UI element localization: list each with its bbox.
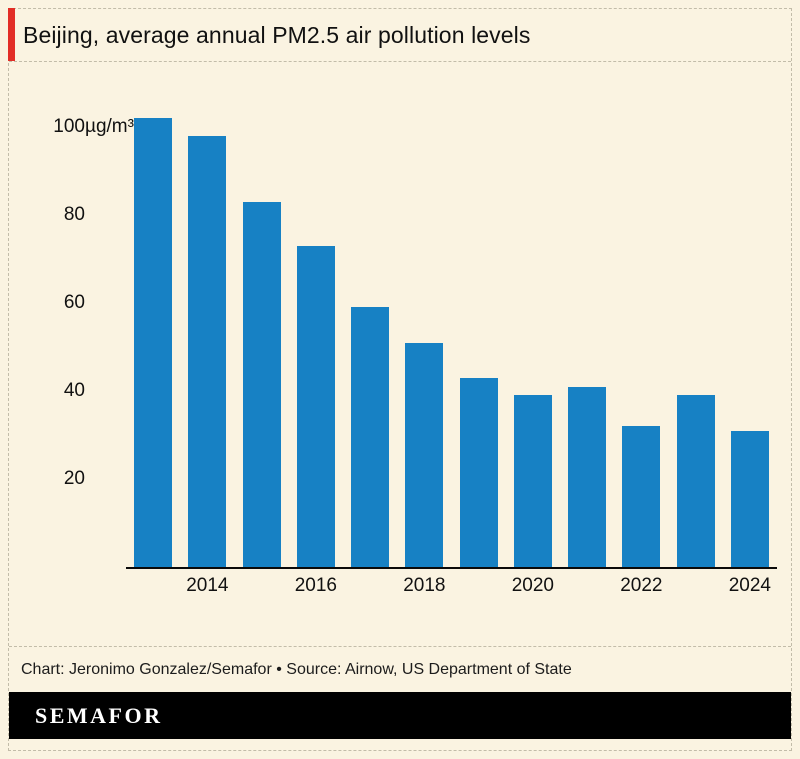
chart-credit: Chart: Jeronimo Gonzalez/Semafor • Sourc… <box>21 660 572 678</box>
bar-2022 <box>622 426 661 567</box>
credit-row: Chart: Jeronimo Gonzalez/Semafor • Sourc… <box>9 646 791 692</box>
bar-2024 <box>730 431 769 567</box>
bar-2021 <box>568 387 607 567</box>
y-axis-labels: 100 µg/m³ 80 60 40 20 <box>9 62 134 646</box>
bar-2015 <box>242 202 281 567</box>
red-accent-bar <box>8 8 15 61</box>
bar-2017 <box>351 307 390 567</box>
x-tick-2014: 2014 <box>186 575 229 596</box>
y-tick-20: 20 <box>21 467 85 491</box>
y-tick-value: 40 <box>63 380 85 401</box>
y-tick-value: 20 <box>63 468 85 489</box>
y-tick-40: 40 <box>21 379 85 403</box>
y-tick-value: 100 <box>53 116 85 137</box>
x-tick-2020: 2020 <box>511 575 555 596</box>
bar-2023 <box>676 395 715 567</box>
bar-2014 <box>188 136 227 567</box>
semafor-wordmark: SEMAFOR <box>35 702 163 728</box>
x-tick-2016: 2016 <box>294 575 338 596</box>
bar-2018 <box>405 343 444 567</box>
card-frame: Beijing, average annual PM2.5 air pollut… <box>8 8 792 751</box>
y-tick-60: 60 <box>21 291 85 315</box>
y-tick-100: 100 µg/m³ <box>21 115 134 139</box>
bar-2013 <box>134 118 173 567</box>
bar-chart: 100 µg/m³ 80 60 40 20 2014 2016 2018 2020 2022 202… <box>9 62 791 646</box>
y-axis-unit: µg/m³ <box>85 116 134 137</box>
x-tick-2018: 2018 <box>403 575 446 596</box>
bar-2016 <box>296 246 335 567</box>
chart-header: Beijing, average annual PM2.5 air pollut… <box>8 8 791 62</box>
chart-title: Beijing, average annual PM2.5 air pollut… <box>23 21 531 48</box>
x-tick-2024: 2024 <box>728 575 772 596</box>
y-tick-value: 60 <box>63 292 85 313</box>
x-tick-2022: 2022 <box>620 575 663 596</box>
x-axis-line <box>126 567 777 569</box>
bar-2020 <box>513 395 552 567</box>
y-tick-value: 80 <box>63 204 85 225</box>
bar-2019 <box>459 378 498 567</box>
semafor-logo-bar: SEMAFOR <box>9 692 791 739</box>
y-tick-80: 80 <box>21 203 85 227</box>
plot-area: 2014 2016 2018 2020 2022 2024 <box>126 62 777 646</box>
